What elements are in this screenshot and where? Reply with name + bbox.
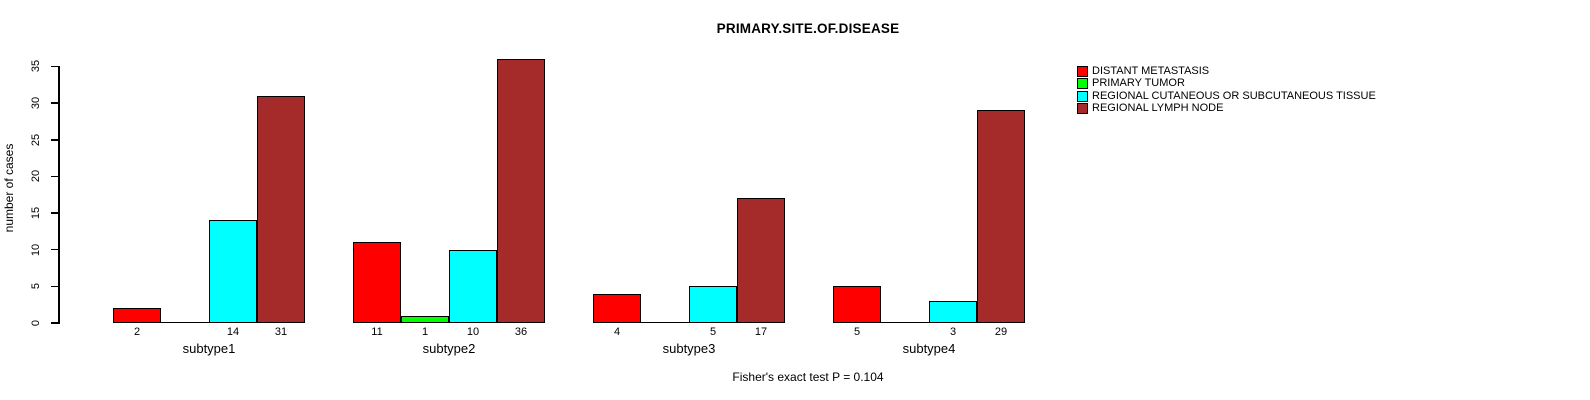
legend-label: PRIMARY TUMOR — [1092, 77, 1185, 90]
y-tick-label: 35 — [30, 60, 42, 73]
y-tick — [51, 285, 58, 288]
y-tick-label: 30 — [30, 96, 42, 110]
category-label: subtype3 — [662, 341, 716, 356]
y-tick — [51, 175, 58, 178]
bar-value-label: 3 — [949, 326, 957, 338]
y-tick-label: 25 — [30, 133, 42, 146]
bar — [209, 220, 257, 323]
y-tick-label: 20 — [30, 170, 42, 183]
bar-value-label: 31 — [274, 326, 288, 338]
bar-value-label: 14 — [226, 326, 240, 338]
chart-title: PRIMARY.SITE.OF.DISEASE — [716, 21, 900, 36]
y-tick-label: 5 — [30, 283, 42, 290]
bar-value-label: 29 — [994, 326, 1008, 338]
bar-value-label: 2 — [133, 326, 141, 338]
legend-label: REGIONAL CUTANEOUS OR SUBCUTANEOUS TISSU… — [1092, 89, 1376, 102]
y-tick — [51, 102, 58, 104]
bar-value-label: 10 — [466, 326, 480, 338]
legend-label: REGIONAL LYMPH NODE — [1092, 102, 1224, 115]
category-label: subtype1 — [182, 341, 236, 356]
y-tick — [51, 139, 58, 141]
y-tick-label: 10 — [30, 243, 42, 256]
bar — [737, 198, 785, 323]
legend-swatch — [1077, 66, 1088, 77]
y-axis-line — [58, 66, 60, 324]
category-label: subtype4 — [902, 341, 956, 356]
bar — [401, 315, 449, 323]
bar — [497, 59, 545, 323]
legend-swatch — [1077, 90, 1088, 102]
bar — [353, 242, 401, 323]
fisher-test-annotation: Fisher's exact test P = 0.104 — [732, 370, 884, 384]
bar — [257, 95, 305, 323]
bar — [977, 110, 1025, 323]
bar — [593, 293, 641, 323]
y-axis-label: number of cases — [2, 143, 16, 233]
y-tick — [51, 65, 58, 68]
y-tick — [51, 248, 58, 251]
y-tick-label: 0 — [30, 319, 42, 327]
legend-swatch — [1077, 78, 1088, 90]
bar-value-label: 4 — [613, 326, 621, 338]
zero-baseline — [881, 321, 929, 323]
bar — [689, 286, 737, 323]
bar-value-label: 1 — [421, 326, 429, 338]
y-tick-label: 15 — [30, 206, 42, 220]
category-label: subtype2 — [422, 341, 476, 356]
bar — [449, 249, 497, 323]
bar — [833, 286, 881, 323]
bar-value-label: 5 — [853, 326, 861, 338]
bar-value-label: 36 — [514, 326, 528, 338]
y-tick — [51, 212, 58, 214]
bar-value-label: 11 — [371, 326, 383, 338]
bar-value-label: 5 — [709, 326, 717, 338]
bar — [113, 308, 161, 323]
zero-baseline — [641, 321, 689, 323]
bar-value-label: 17 — [754, 326, 768, 338]
y-tick — [51, 322, 58, 324]
legend-label: DISTANT METASTASIS — [1092, 65, 1210, 77]
zero-baseline — [161, 321, 209, 323]
legend-swatch — [1077, 103, 1088, 115]
bar — [929, 301, 977, 323]
